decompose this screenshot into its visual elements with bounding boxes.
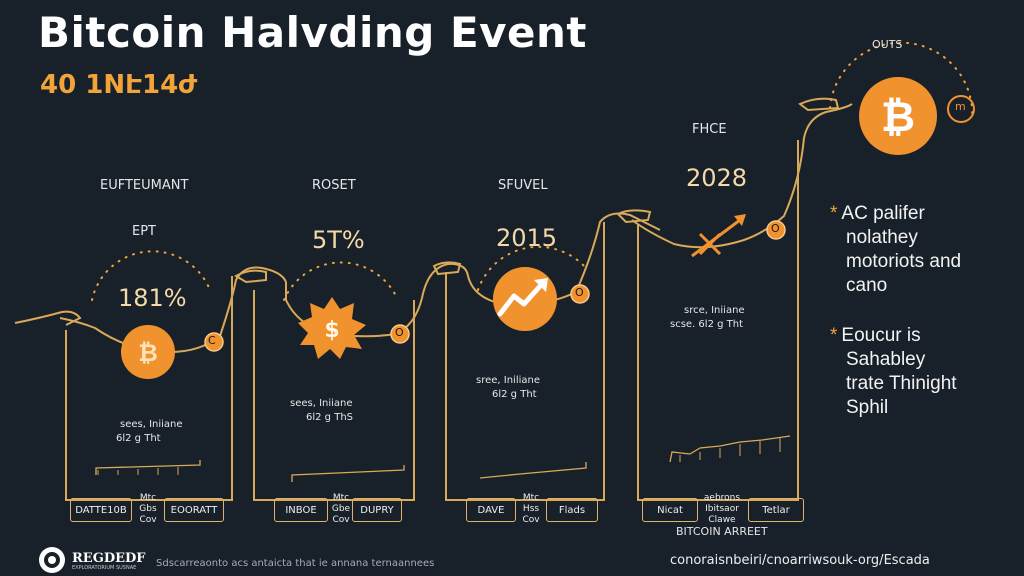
panel-2-button-2[interactable]: DUPRY [352,498,402,522]
marker-o-1: O [395,326,404,339]
panel-4-detail-2: scse. 6l2 g Tht [670,319,744,330]
panel-3-value: 2015 [496,224,558,252]
panel-2-detail-1: sees, Iniiane [290,398,353,409]
panel-3-button-2[interactable]: Flads [546,498,598,522]
panel-3-detail-2: 6l2 g Tht [492,389,537,400]
panel-4-heading: FHCE [692,122,727,137]
marker-o-2: O [575,286,584,299]
svg-text:₿: ₿ [138,339,158,367]
side-badge-icon [947,95,975,123]
side-badge-label: m [955,100,966,113]
marker-o-3: O [771,222,780,235]
panel-2-value: 5T% [312,226,365,254]
note-2-line-4: Sphil [846,397,889,418]
panel-4-caption: BITCOIN ARREET [676,525,768,538]
page-title: Bitcoin Halvding Event [38,8,588,57]
trend-up-arrow-icon [493,267,557,331]
panel-2-heading: ROSET [312,178,356,193]
panel-2-stack: Mtc Gbe Cov [331,493,351,525]
panel-1-value: 181% [118,284,187,312]
svg-text:$: $ [324,318,339,343]
panel-1-detail-1: sees, Iniiane [120,419,183,430]
panel-1-detail-2: 6l2 g Tht [116,433,161,444]
panel-3-stack: Mtc Hss Cov [522,493,540,525]
panel-3-button-1[interactable]: DAVE [466,498,516,522]
arrow-cross-icon [691,214,746,258]
bitcoin-large-icon: ₿ [859,77,937,155]
panel-4-detail-1: srce, Iniiane [684,305,745,316]
panel-1-stack: Mtc Gbs Cov [139,493,157,525]
top-coin-label: OUTS [872,38,903,51]
note-1-line-4: cano [846,275,888,296]
note-2: * Eoucur is Sahabley trate Thinight Sphil [830,324,957,420]
panel-2-button-1[interactable]: INBOE [274,498,328,522]
bullet-star-icon: * [830,203,838,224]
page-subtitle: 40 1NԷ14Ժ [40,70,198,100]
panel-3-detail-1: sree, Iniliane [476,375,541,386]
note-2-line-2: Sahabley [846,349,926,370]
marker-c: C [208,334,216,347]
panel-4-stack: aebrons Ibitsaor Clawe [703,493,741,525]
panel-4-button-1[interactable]: Nicat [642,498,698,522]
panel-1-heading: EUFTEUMANT [100,178,189,193]
note-2-line-1: Eoucur is [841,325,921,346]
note-1: * AC palifer nolathey motoriots and cano [830,202,961,298]
panel-4-value: 2028 [686,164,748,192]
panel-4-button-2[interactable]: Tetlar [748,498,804,522]
note-1-line-1: AC palifer [841,203,925,224]
footer-logo-sub: EXPLORATORIUM SUSNAE [72,565,137,571]
panel-1-sublabel: EPT [132,224,156,239]
note-1-line-2: nolathey [846,227,918,248]
bullet-star-icon: * [830,325,838,346]
panel-1-button-1[interactable]: DATTE10B [70,498,132,522]
footer-logo-icon [39,547,65,573]
dollar-gear-icon: $ [298,297,366,359]
footer-logo-text: REGDEDF [72,551,146,566]
footer-left-text: Sdscarreaonto acs antaicta that ie annan… [156,558,435,569]
panel-3-heading: SFUVEL [498,178,548,193]
note-2-line-3: trate Thinight [846,373,957,394]
footer-link[interactable]: conoraisnbeiri/cnoarriwsouk-org/Escada [670,553,930,568]
note-1-line-3: motoriots and [846,251,962,272]
panel-1-button-2[interactable]: EOORATT [164,498,224,522]
svg-text:₿: ₿ [881,92,915,141]
bitcoin-coin-icon: ₿ [121,325,175,379]
panel-2-detail-2: 6l2 g ThS [306,412,354,423]
